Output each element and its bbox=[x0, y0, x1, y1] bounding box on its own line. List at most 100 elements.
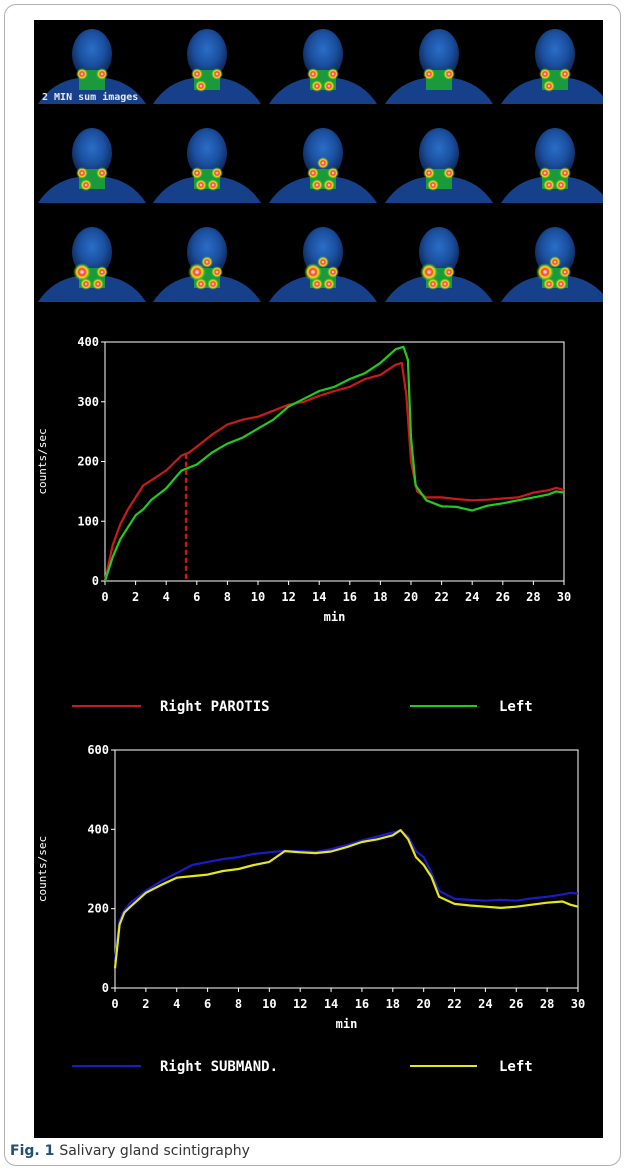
uptake-spot bbox=[73, 263, 91, 281]
plot-frame bbox=[114, 749, 579, 989]
y-tick-label: 0 bbox=[92, 574, 99, 588]
uptake-spot bbox=[323, 179, 335, 191]
x-tick-label: 18 bbox=[373, 590, 387, 604]
uptake-spot bbox=[211, 68, 223, 80]
x-axis-label: min bbox=[324, 610, 346, 624]
legend-label-right: Right SUBMAND. bbox=[160, 1059, 278, 1075]
uptake-spot bbox=[559, 68, 571, 80]
x-tick-label: 12 bbox=[281, 590, 295, 604]
uptake-spot bbox=[427, 278, 439, 290]
uptake-spot bbox=[543, 179, 555, 191]
legend: Right SUBMAND. Left bbox=[72, 1059, 533, 1075]
x-tick-label: 30 bbox=[571, 997, 585, 1011]
shoulders-shape bbox=[385, 78, 493, 104]
uptake-spot bbox=[191, 167, 203, 179]
x-tick-label: 28 bbox=[526, 590, 540, 604]
uptake-spot bbox=[555, 278, 567, 290]
head-shape bbox=[535, 29, 575, 79]
legend-label-right: Right PAROTIS bbox=[160, 699, 270, 715]
x-tick-label: 18 bbox=[386, 997, 400, 1011]
x-tick-label: 6 bbox=[204, 997, 211, 1011]
scintigraphy-frame bbox=[153, 29, 261, 104]
uptake-spot bbox=[201, 256, 213, 268]
figure-svg: 2 MIN sum images 0 2 4 6 8 10 12 14 16 18 20 22 24 26… bbox=[36, 29, 609, 1075]
legend-label-left: Left bbox=[499, 1059, 533, 1075]
submand-chart: 0 2 4 6 8 10 12 14 16 18 20 22 24 26 28 300200400600min… bbox=[36, 743, 585, 1075]
scintigraphy-frame bbox=[385, 128, 493, 203]
uptake-spot bbox=[76, 167, 88, 179]
head-shape bbox=[72, 29, 112, 79]
uptake-spot bbox=[539, 167, 551, 179]
uptake-spot bbox=[539, 68, 551, 80]
uptake-spot bbox=[304, 263, 322, 281]
uptake-spot bbox=[317, 256, 329, 268]
x-tick-label: 10 bbox=[262, 997, 276, 1011]
uptake-spot bbox=[443, 167, 455, 179]
x-tick-label: 26 bbox=[509, 997, 523, 1011]
head-shape bbox=[72, 128, 112, 178]
x-tick-label: 20 bbox=[404, 590, 418, 604]
y-tick-label: 200 bbox=[77, 455, 99, 469]
uptake-spot bbox=[195, 80, 207, 92]
x-tick-label: 14 bbox=[324, 997, 338, 1011]
shoulders-shape bbox=[385, 177, 493, 203]
head-shape bbox=[419, 29, 459, 79]
y-tick-label: 300 bbox=[77, 395, 99, 409]
uptake-spot bbox=[92, 278, 104, 290]
x-tick-label: 0 bbox=[111, 997, 118, 1011]
scintigraphy-frame bbox=[269, 227, 377, 302]
x-tick-label: 12 bbox=[293, 997, 307, 1011]
shoulders-shape bbox=[501, 276, 609, 302]
series-line-right bbox=[113, 829, 579, 961]
uptake-spot bbox=[207, 278, 219, 290]
x-tick-label: 2 bbox=[132, 590, 139, 604]
y-tick-label: 0 bbox=[102, 981, 109, 995]
uptake-spot bbox=[311, 80, 323, 92]
uptake-spot bbox=[311, 179, 323, 191]
uptake-spot bbox=[96, 167, 108, 179]
uptake-spot bbox=[307, 68, 319, 80]
shoulders-shape bbox=[501, 78, 609, 104]
y-tick-label: 200 bbox=[87, 902, 109, 916]
scintigraphy-frame bbox=[153, 128, 261, 203]
uptake-spot bbox=[543, 80, 555, 92]
x-tick-label: 4 bbox=[163, 590, 170, 604]
x-tick-label: 22 bbox=[434, 590, 448, 604]
uptake-spot bbox=[207, 179, 219, 191]
shoulders-shape bbox=[269, 78, 377, 104]
x-tick-label: 28 bbox=[540, 997, 554, 1011]
head-shape bbox=[303, 29, 343, 79]
uptake-spot bbox=[80, 179, 92, 191]
shoulders-shape bbox=[38, 276, 146, 302]
figure-frame bbox=[4, 4, 621, 1166]
uptake-spot bbox=[443, 68, 455, 80]
scintigraphy-frame bbox=[38, 128, 146, 203]
x-tick-label: 14 bbox=[312, 590, 326, 604]
x-tick-label: 26 bbox=[496, 590, 510, 604]
shoulders-shape bbox=[269, 276, 377, 302]
uptake-spot bbox=[443, 266, 455, 278]
sum-images-label: 2 MIN sum images bbox=[42, 91, 138, 103]
scintigraphy-frame bbox=[501, 29, 609, 104]
scintigraphy-frame bbox=[269, 128, 377, 203]
shoulders-shape bbox=[38, 78, 146, 104]
x-tick-label: 20 bbox=[416, 997, 430, 1011]
x-tick-label: 24 bbox=[465, 590, 479, 604]
uptake-spot bbox=[423, 167, 435, 179]
uptake-spot bbox=[543, 278, 555, 290]
x-tick-label: 6 bbox=[193, 590, 200, 604]
x-tick-label: 16 bbox=[355, 997, 369, 1011]
x-tick-label: 8 bbox=[224, 590, 231, 604]
uptake-spot bbox=[555, 179, 567, 191]
uptake-spot bbox=[327, 266, 339, 278]
head-shape bbox=[187, 29, 227, 79]
shoulders-shape bbox=[153, 177, 261, 203]
scintigraphy-frame bbox=[269, 29, 377, 104]
figure-panel: 2 MIN sum images 0 2 4 6 8 10 12 14 16 18 20 22 24 26… bbox=[34, 20, 609, 1138]
uptake-spot bbox=[191, 68, 203, 80]
figure-caption: Fig. 1 Salivary gland scintigraphy bbox=[10, 1143, 250, 1159]
x-tick-label: 0 bbox=[101, 590, 108, 604]
shoulders-shape bbox=[385, 276, 493, 302]
uptake-spot bbox=[211, 167, 223, 179]
shoulders-shape bbox=[153, 78, 261, 104]
